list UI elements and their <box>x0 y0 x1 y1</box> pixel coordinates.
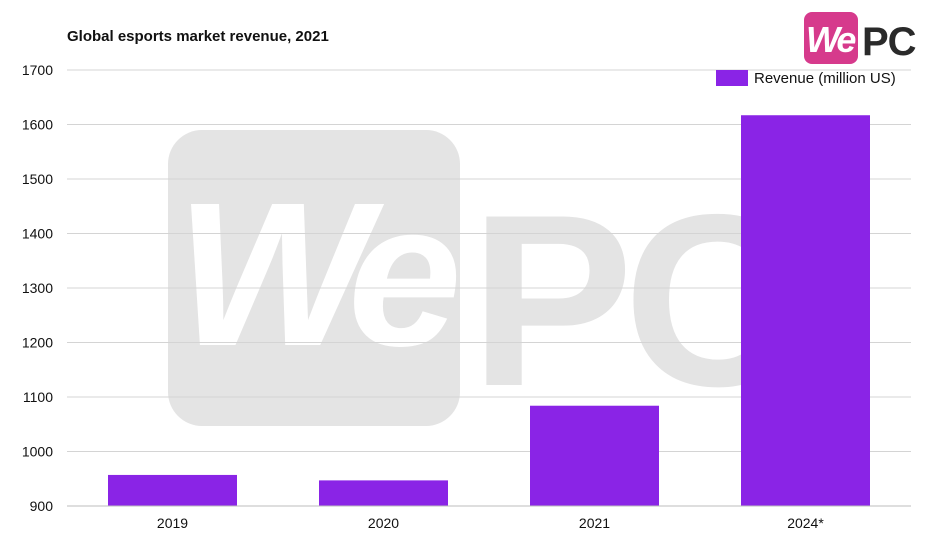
y-tick-label: 1600 <box>22 117 53 133</box>
x-tick-label: 2020 <box>368 515 399 531</box>
y-tick-label: 1500 <box>22 171 53 187</box>
y-tick-label: 1100 <box>23 389 53 405</box>
y-tick-label: 1700 <box>22 62 53 78</box>
watermark-tile <box>168 130 460 426</box>
y-tick-label: 1200 <box>22 335 53 351</box>
y-tick-label: 1400 <box>22 226 53 242</box>
bar-2024 <box>741 115 870 507</box>
x-axis: 2019 2020 2021 2024* <box>67 505 911 531</box>
x-tick-label: 2024* <box>787 515 824 531</box>
y-tick-label: 1300 <box>22 280 53 296</box>
x-tick-label: 2019 <box>157 515 188 531</box>
legend-swatch <box>716 70 748 86</box>
bar-2019 <box>108 474 237 506</box>
chart-title: Global esports market revenue, 2021 <box>67 28 329 45</box>
legend: Revenue (million US) <box>716 70 896 87</box>
y-axis: 900 1000 1100 1200 1300 1400 1500 1600 1700 <box>22 62 53 514</box>
y-tick-label: 900 <box>30 498 54 514</box>
bar-2020 <box>319 480 448 506</box>
logo-we-text: We <box>806 19 856 60</box>
y-tick-label: 1000 <box>22 444 53 460</box>
x-tick-label: 2021 <box>579 515 610 531</box>
legend-label: Revenue (million US) <box>754 70 896 87</box>
bars <box>108 115 870 507</box>
watermark: We PC <box>168 130 804 437</box>
wepc-logo: We PC <box>804 12 917 64</box>
logo-pc-text: PC <box>862 20 916 64</box>
bar-2021 <box>530 405 659 506</box>
watermark-we-text: We <box>176 160 457 389</box>
logo-we-tile <box>804 12 858 64</box>
